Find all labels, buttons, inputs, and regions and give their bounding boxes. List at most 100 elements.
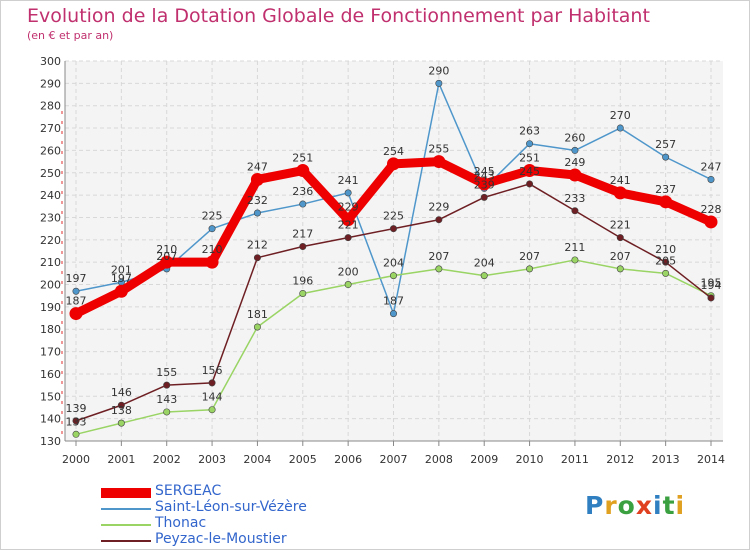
data-label: 207 <box>428 250 449 263</box>
data-point-2 <box>117 419 125 427</box>
y-tick-label: 180 <box>40 323 61 336</box>
data-point-0 <box>568 168 582 182</box>
y-tick-label: 160 <box>40 368 61 381</box>
data-label: 229 <box>338 201 359 214</box>
data-label: 239 <box>474 178 495 191</box>
data-label: 194 <box>701 279 722 292</box>
x-tick-label: 2007 <box>380 453 408 466</box>
data-point-3 <box>208 379 216 387</box>
data-label: 212 <box>247 239 268 252</box>
data-label: 237 <box>655 183 676 196</box>
x-tick-label: 2011 <box>561 453 589 466</box>
data-label: 200 <box>338 266 359 279</box>
data-point-1 <box>662 153 670 161</box>
proxiti-logo: Proxiti <box>585 491 685 520</box>
y-tick-label: 230 <box>40 211 61 224</box>
data-point-2 <box>344 281 352 289</box>
legend-label-thonac: Thonac <box>155 515 207 531</box>
data-point-3 <box>662 258 670 266</box>
data-point-3 <box>117 401 125 409</box>
data-point-3 <box>389 225 397 233</box>
data-label: 245 <box>519 165 540 178</box>
data-label: 217 <box>292 228 313 241</box>
y-tick-label: 210 <box>40 256 61 269</box>
data-point-3 <box>435 216 443 224</box>
data-label: 290 <box>428 64 449 77</box>
data-label: 228 <box>701 203 722 216</box>
y-tick-label: 200 <box>40 279 61 292</box>
data-point-0 <box>160 255 174 269</box>
data-point-2 <box>480 272 488 280</box>
data-label: 225 <box>383 210 404 223</box>
data-label: 251 <box>292 152 313 165</box>
data-label: 204 <box>474 257 495 270</box>
data-label: 221 <box>610 219 631 232</box>
data-label: 187 <box>66 295 87 308</box>
data-point-3 <box>299 243 307 251</box>
data-point-2 <box>435 265 443 273</box>
data-label: 236 <box>292 185 313 198</box>
data-label: 187 <box>383 295 404 308</box>
data-label: 196 <box>292 274 313 287</box>
data-point-0 <box>69 307 83 321</box>
data-point-0 <box>387 157 400 171</box>
logo-letter: t <box>662 491 676 520</box>
data-point-1 <box>526 140 534 148</box>
data-point-3 <box>72 417 80 425</box>
x-tick-label: 2008 <box>425 453 453 466</box>
data-point-2 <box>526 265 534 273</box>
data-point-1 <box>253 209 261 217</box>
data-label: 156 <box>202 364 223 377</box>
x-tick-label: 2014 <box>697 453 725 466</box>
legend-swatch-sergeac <box>101 488 151 498</box>
data-point-1 <box>435 79 443 87</box>
data-point-1 <box>616 124 624 132</box>
data-point-3 <box>616 234 624 242</box>
data-label: 245 <box>474 165 495 178</box>
y-tick-label: 220 <box>40 234 61 247</box>
logo-letter: P <box>585 491 605 520</box>
data-point-2 <box>208 406 216 414</box>
y-tick-label: 270 <box>40 122 61 135</box>
data-point-0 <box>704 215 718 229</box>
data-point-3 <box>163 381 171 389</box>
legend-swatch-saint-leon <box>101 508 151 510</box>
data-label: 210 <box>202 243 223 256</box>
y-tick-label: 190 <box>40 301 61 314</box>
data-point-2 <box>571 256 579 264</box>
x-tick-label: 2012 <box>606 453 634 466</box>
data-label: 229 <box>428 201 449 214</box>
data-label: 225 <box>202 210 223 223</box>
legend-label-saint-leon: Saint-Léon-sur-Vézère <box>155 499 307 515</box>
legend-label-peyzac: Peyzac-le-Moustier <box>155 531 287 547</box>
legend-label-sergeac: SERGEAC <box>155 483 222 499</box>
data-label: 249 <box>564 156 585 169</box>
legend-swatch-thonac <box>101 524 151 526</box>
data-label: 255 <box>428 143 449 156</box>
x-tick-label: 2004 <box>243 453 271 466</box>
x-tick-label: 2003 <box>198 453 226 466</box>
chart-subtitle: (en € et par an) <box>27 29 114 42</box>
data-point-0 <box>523 164 537 178</box>
data-point-0 <box>432 155 446 169</box>
data-point-0 <box>296 164 310 178</box>
data-point-2 <box>616 265 624 273</box>
data-point-1 <box>707 175 715 183</box>
x-tick-label: 2009 <box>470 453 498 466</box>
data-point-2 <box>389 272 397 280</box>
data-label: 207 <box>519 250 540 263</box>
data-label: 207 <box>156 250 177 263</box>
data-label: 263 <box>519 125 540 138</box>
y-tick-label: 300 <box>40 55 61 68</box>
data-label: 254 <box>383 145 404 158</box>
data-point-0 <box>114 284 128 298</box>
data-label: 241 <box>338 174 359 187</box>
data-label: 205 <box>655 254 676 267</box>
logo-letter: i <box>653 491 663 520</box>
data-label: 221 <box>338 219 359 232</box>
data-label: 143 <box>156 393 177 406</box>
data-point-1 <box>389 310 397 318</box>
data-point-2 <box>72 430 80 438</box>
data-point-2 <box>299 289 307 297</box>
